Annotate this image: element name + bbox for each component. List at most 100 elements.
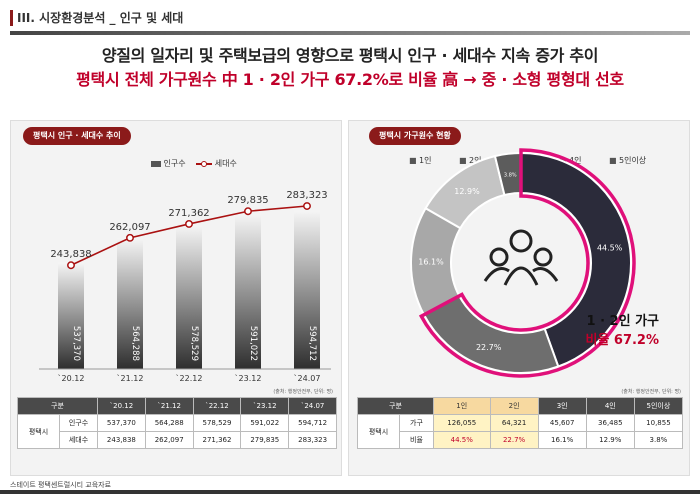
row-label: 세대수 — [59, 431, 98, 449]
pie-slice — [520, 151, 632, 368]
population-bar-label: 594,712 — [307, 326, 317, 361]
pie-legend-label: 2인 — [469, 155, 481, 165]
people-group-icon — [483, 229, 559, 286]
table-cell: 44.5% — [433, 431, 491, 449]
population-bar — [235, 214, 261, 369]
row-label: 인구수 — [59, 414, 98, 432]
header-cell: `20.12 — [97, 397, 146, 415]
table-cell: 3.8% — [633, 431, 684, 449]
table-cell: 594,712 — [288, 414, 337, 432]
household-panel-tag: 평택시 가구원수 현황 — [369, 127, 461, 145]
table-cell: 126,055 — [433, 414, 491, 432]
household-point — [185, 220, 193, 228]
population-bar-label: 537,370 — [71, 326, 81, 361]
legend-hh-label: 세대수 — [214, 159, 237, 168]
table-cell: 16.1% — [537, 431, 587, 449]
row-group-label: 평택시 — [17, 414, 60, 449]
table-cell: 262,097 — [144, 431, 194, 449]
population-legend: 인구수 세대수 — [151, 158, 237, 169]
population-bar — [294, 210, 320, 369]
population-table-header: 구분 `20.12 `21.12 `22.12 `23.12 `24.07 — [17, 397, 337, 415]
pie-legend-marker: ■ — [409, 156, 417, 165]
population-bar-label: 564,288 — [130, 326, 140, 361]
population-bar-label: 591,022 — [248, 326, 258, 361]
household-point-label: 262,097 — [109, 222, 150, 233]
household-chart: ■1인■2인■3인■4인■5인이상44.5%22.7%16.1%12.9%3.8… — [409, 148, 659, 378]
table-cell: 271,362 — [192, 431, 242, 449]
pie-slice-label: 16.1% — [418, 258, 444, 267]
household-point — [67, 261, 75, 270]
table-cell: 564,288 — [144, 414, 194, 432]
x-tick-label: `22.12 — [176, 373, 203, 383]
table-cell: 591,022 — [240, 414, 290, 432]
table-cell: 45,607 — [537, 414, 587, 432]
household-point — [244, 207, 252, 216]
footer-rule — [0, 490, 700, 494]
household-point — [303, 202, 311, 210]
header-cell: `21.12 — [144, 397, 194, 415]
pie-legend-label: 4인 — [569, 155, 581, 165]
household-point — [126, 233, 134, 242]
headline: 양질의 일자리 및 주택보급의 영향으로 평택시 인구 · 세대수 지속 증가 … — [10, 44, 690, 92]
population-bar — [176, 225, 202, 369]
header-cell: 3인 — [537, 397, 587, 415]
header-cell: 구분 — [17, 397, 98, 415]
household-point-label: 279,835 — [227, 195, 268, 206]
headline-line1: 양질의 일자리 및 주택보급의 영향으로 평택시 인구 · 세대수 지속 증가 … — [101, 46, 599, 65]
pie-slice-label: 44.5% — [597, 244, 623, 253]
x-tick-label: `23.12 — [235, 373, 262, 383]
pie-legend-marker: ■ — [609, 156, 617, 165]
legend-bar-swatch — [151, 160, 161, 167]
household-point-label: 243,838 — [50, 249, 91, 260]
header-cell: `23.12 — [240, 397, 290, 415]
table-cell: 22.7% — [489, 431, 539, 449]
header-cell: 2인 — [489, 397, 539, 415]
table-cell: 243,838 — [97, 431, 146, 449]
callout-ratio: 비율 67.2% — [585, 332, 659, 348]
footer-note: 스테이트 평택센트럴시티 교육자료 — [10, 481, 112, 489]
household-table-header: 구분 1인 2인 3인 4인 5인이상 — [357, 397, 684, 415]
table-row: 평택시 인구수 537,370 564,288 578,529 591,022 … — [17, 414, 337, 449]
table-cell: 537,370 — [97, 414, 146, 432]
population-bar — [117, 238, 143, 369]
header-cell: `22.12 — [192, 397, 242, 415]
population-chart: 537,370 `20.12 564,288 `21.12 578,529 `22.12 5… — [39, 190, 331, 383]
legend-line-swatch — [196, 160, 213, 167]
header-cell: 구분 — [357, 397, 434, 415]
header-cell: `24.07 — [288, 397, 337, 415]
table-cell: 279,835 — [240, 431, 290, 449]
x-tick-label: `21.12 — [117, 373, 144, 383]
household-panel: 평택시 가구원수 현황 ■1인■2인■3인■4인■5인이상44.5%22.7%1… — [348, 120, 690, 476]
highlight-outline — [418, 148, 636, 378]
section-accent — [10, 10, 13, 26]
table-row: 평택시 가구 126,055 64,321 45,607 36,485 10,8… — [357, 414, 684, 449]
table-row: 비율 44.5% 22.7% 16.1% 12.9% 3.8% — [358, 431, 684, 449]
population-bar — [58, 262, 84, 369]
table-cell: 283,323 — [288, 431, 337, 449]
table-cell: 578,529 — [192, 414, 242, 432]
title-rule — [10, 31, 690, 35]
table-cell: 10,855 — [633, 414, 684, 432]
row-group-label: 평택시 — [357, 414, 400, 449]
pie-legend-label: 1인 — [419, 155, 431, 165]
table-row: 세대수 243,838 262,097 271,362 279,835 283,… — [18, 431, 337, 449]
row-label: 가구 — [399, 414, 434, 432]
header-cell: 4인 — [585, 397, 635, 415]
population-panel: 평택시 인구 · 세대수 추이 인구수 세대수 537,370 `20.12 564… — [10, 120, 342, 476]
legend-pop-label: 인구수 — [163, 159, 186, 168]
household-point-label: 271,362 — [168, 208, 209, 219]
household-table: 구분 1인 2인 3인 4인 5인이상 평택시 가구 126,055 64,32… — [357, 397, 684, 449]
top-bar: III. 시장환경분석 _ 인구 및 세대 — [0, 0, 700, 36]
population-panel-tag: 평택시 인구 · 세대수 추이 — [23, 127, 131, 145]
pie-slice — [422, 294, 560, 374]
table-cell: 12.9% — [585, 431, 635, 449]
header-cell: 5인이상 — [633, 397, 684, 415]
population-source: (출처: 행정안전부, 단위: 명) — [273, 389, 333, 395]
row-label: 비율 — [399, 431, 434, 449]
pie-slice-label: 22.7% — [476, 343, 502, 352]
population-bar-label: 578,529 — [189, 326, 199, 361]
headline-line2: 평택시 전체 가구원수 中 1 · 2인 가구 67.2%로 비율 高 → 중 … — [76, 70, 624, 89]
household-source: (출처: 행정안전부, 단위: 명) — [621, 389, 681, 395]
pie-legend-marker: ■ — [459, 156, 467, 165]
pie-legend-label: 5인이상 — [619, 155, 647, 165]
